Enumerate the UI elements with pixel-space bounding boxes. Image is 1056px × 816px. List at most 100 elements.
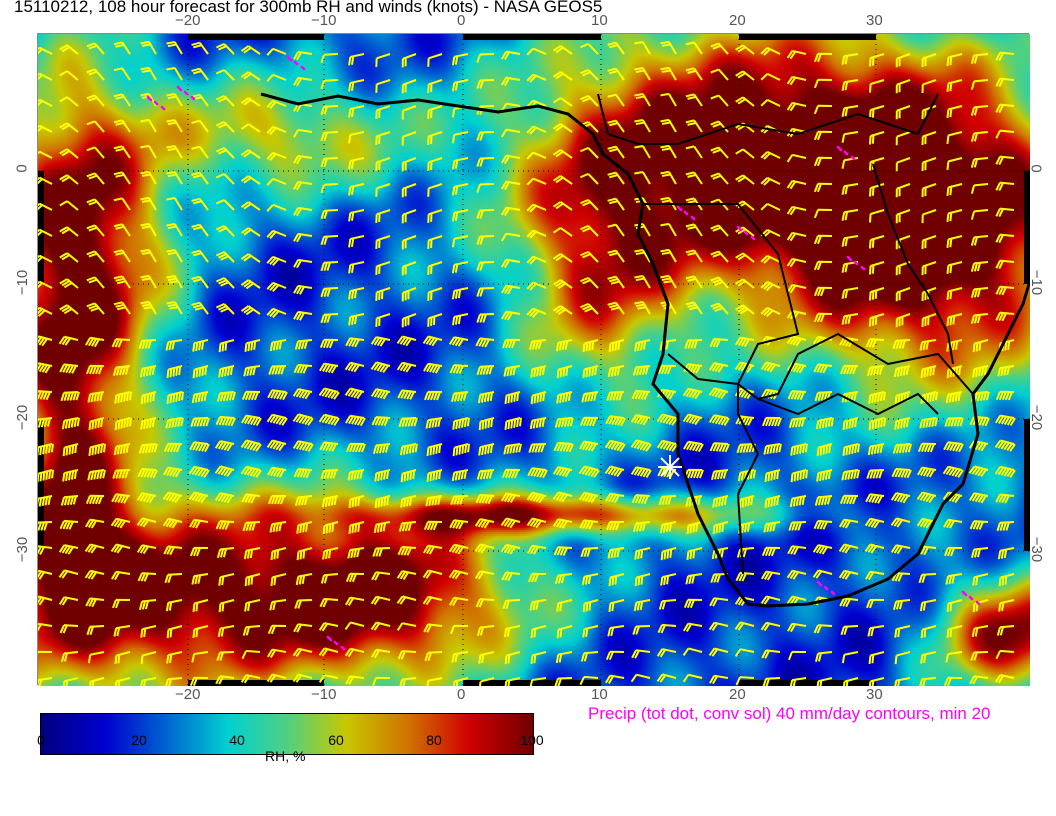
wind-barb	[945, 651, 963, 663]
wind-barb	[38, 569, 53, 580]
wind-barb	[61, 417, 80, 430]
wind-barb	[552, 71, 573, 81]
wind-barb	[581, 391, 599, 403]
wind-barb	[59, 519, 79, 530]
wind-barb	[786, 49, 807, 60]
wind-barb	[140, 391, 157, 405]
wind-barb	[710, 198, 729, 211]
frame-tick-bar	[1024, 171, 1030, 284]
wind-barb	[607, 93, 625, 107]
wind-barb	[318, 622, 339, 632]
wind-barb	[59, 278, 79, 289]
wind-barb	[760, 72, 781, 81]
wind-barb	[114, 651, 131, 665]
wind-barb	[166, 93, 183, 107]
wind-barb	[556, 625, 573, 639]
wind-barb	[660, 170, 677, 185]
wind-barb	[451, 183, 469, 196]
wind-barb	[813, 130, 833, 141]
wind-barb	[842, 417, 859, 431]
wind-barb	[606, 520, 625, 531]
wind-barb	[166, 651, 183, 664]
wind-barb	[348, 53, 365, 66]
wind-barb	[191, 249, 209, 263]
country-borders	[667, 353, 760, 575]
precip-dot	[289, 58, 293, 62]
wind-barb	[840, 625, 859, 636]
precip-note: Precip (tot dot, conv sol) 40 mm/day con…	[588, 704, 991, 723]
wind-barb	[113, 223, 131, 237]
wind-barb	[449, 519, 469, 530]
wind-barb	[318, 387, 340, 400]
wind-barb	[841, 105, 859, 117]
wind-barb	[320, 183, 339, 194]
wind-barb	[162, 491, 183, 504]
wind-barb	[319, 597, 339, 608]
wind-barb	[293, 468, 313, 479]
wind-barb	[735, 70, 755, 81]
wind-barb	[580, 198, 599, 211]
wind-barb	[786, 205, 807, 216]
wind-barb	[345, 675, 365, 685]
precip-dot	[185, 92, 189, 96]
wind-barb	[554, 677, 573, 686]
wind-barb	[970, 53, 989, 64]
wind-barb	[526, 491, 547, 504]
wind-barb	[502, 599, 521, 610]
wind-barb	[166, 67, 183, 81]
wind-barb	[526, 47, 547, 56]
wind-barb	[294, 495, 313, 506]
wind-barb	[215, 675, 235, 685]
wind-barb	[344, 647, 365, 658]
wind-barb	[293, 180, 313, 191]
precip-dot	[679, 208, 683, 212]
wind-barb	[320, 105, 339, 116]
wind-barb	[240, 175, 261, 185]
wind-barb	[786, 257, 807, 268]
wind-barb	[114, 391, 132, 404]
wind-barb	[895, 53, 911, 68]
wind-barb	[634, 40, 651, 55]
wind-barb	[87, 391, 105, 403]
wind-barb	[140, 92, 157, 107]
wind-barb	[838, 543, 859, 554]
wind-barb	[658, 495, 677, 506]
wind-barb	[580, 172, 599, 185]
wind-barb	[890, 492, 911, 504]
wind-barb	[918, 677, 937, 686]
wind-barb	[164, 677, 183, 686]
wind-barb	[607, 197, 625, 211]
colorbar-tick: 80	[426, 732, 442, 748]
wind-barb	[919, 599, 937, 612]
wind-barb	[138, 443, 158, 454]
wind-barb	[788, 417, 807, 428]
wind-barb	[864, 543, 885, 554]
wind-barb	[968, 492, 989, 504]
wind-barb	[38, 443, 54, 456]
wind-barb	[474, 570, 495, 580]
wind-barb	[501, 232, 521, 242]
wind-barb	[995, 649, 1015, 660]
wind-barb	[163, 545, 183, 556]
wind-barb	[631, 389, 651, 401]
wind-barb	[243, 365, 261, 377]
wind-barb	[424, 390, 443, 401]
wind-barb	[375, 53, 391, 67]
wind-barb	[995, 311, 1015, 322]
wind-barb	[140, 417, 157, 430]
wind-barb	[760, 280, 781, 292]
wind-barb	[607, 249, 625, 263]
wind-barb	[946, 183, 963, 196]
country-borders	[757, 392, 939, 416]
wind-barb	[59, 304, 79, 315]
precip-dot	[852, 157, 856, 161]
wind-barb	[427, 157, 443, 171]
wind-barb	[427, 79, 443, 93]
wind-barb	[58, 596, 79, 606]
wind-barb	[449, 364, 469, 374]
wind-barb	[656, 673, 677, 683]
wind-barb	[943, 441, 964, 453]
wind-barb	[401, 287, 417, 302]
wind-barb	[656, 648, 677, 658]
wind-barb	[216, 391, 236, 402]
